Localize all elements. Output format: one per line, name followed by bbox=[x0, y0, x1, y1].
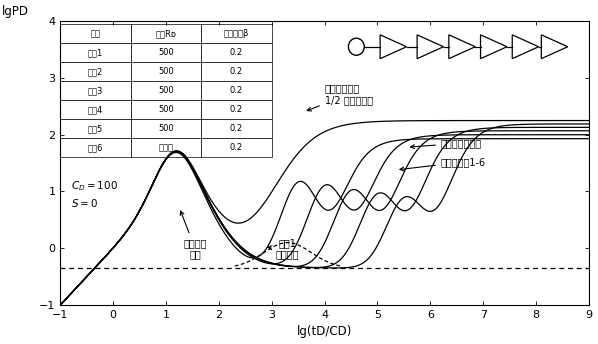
Text: 缝創1
边界反映: 缝創1 边界反映 bbox=[268, 238, 300, 260]
Text: $S=0$: $S=0$ bbox=[71, 197, 98, 209]
Text: 供给增强：下降: 供给增强：下降 bbox=[411, 138, 482, 149]
Text: $C_D=100$: $C_D=100$ bbox=[71, 179, 118, 193]
Text: 湶洞数增加1-6: 湶洞数增加1-6 bbox=[400, 157, 486, 171]
X-axis label: lg(tD/CD): lg(tD/CD) bbox=[297, 325, 352, 338]
Text: lgPD: lgPD bbox=[2, 6, 29, 18]
Text: 早期井储
驼峰: 早期井储 驼峰 bbox=[180, 211, 207, 260]
Text: 多洞串联等效
1/2 斜率线性流: 多洞串联等效 1/2 斜率线性流 bbox=[307, 84, 373, 111]
